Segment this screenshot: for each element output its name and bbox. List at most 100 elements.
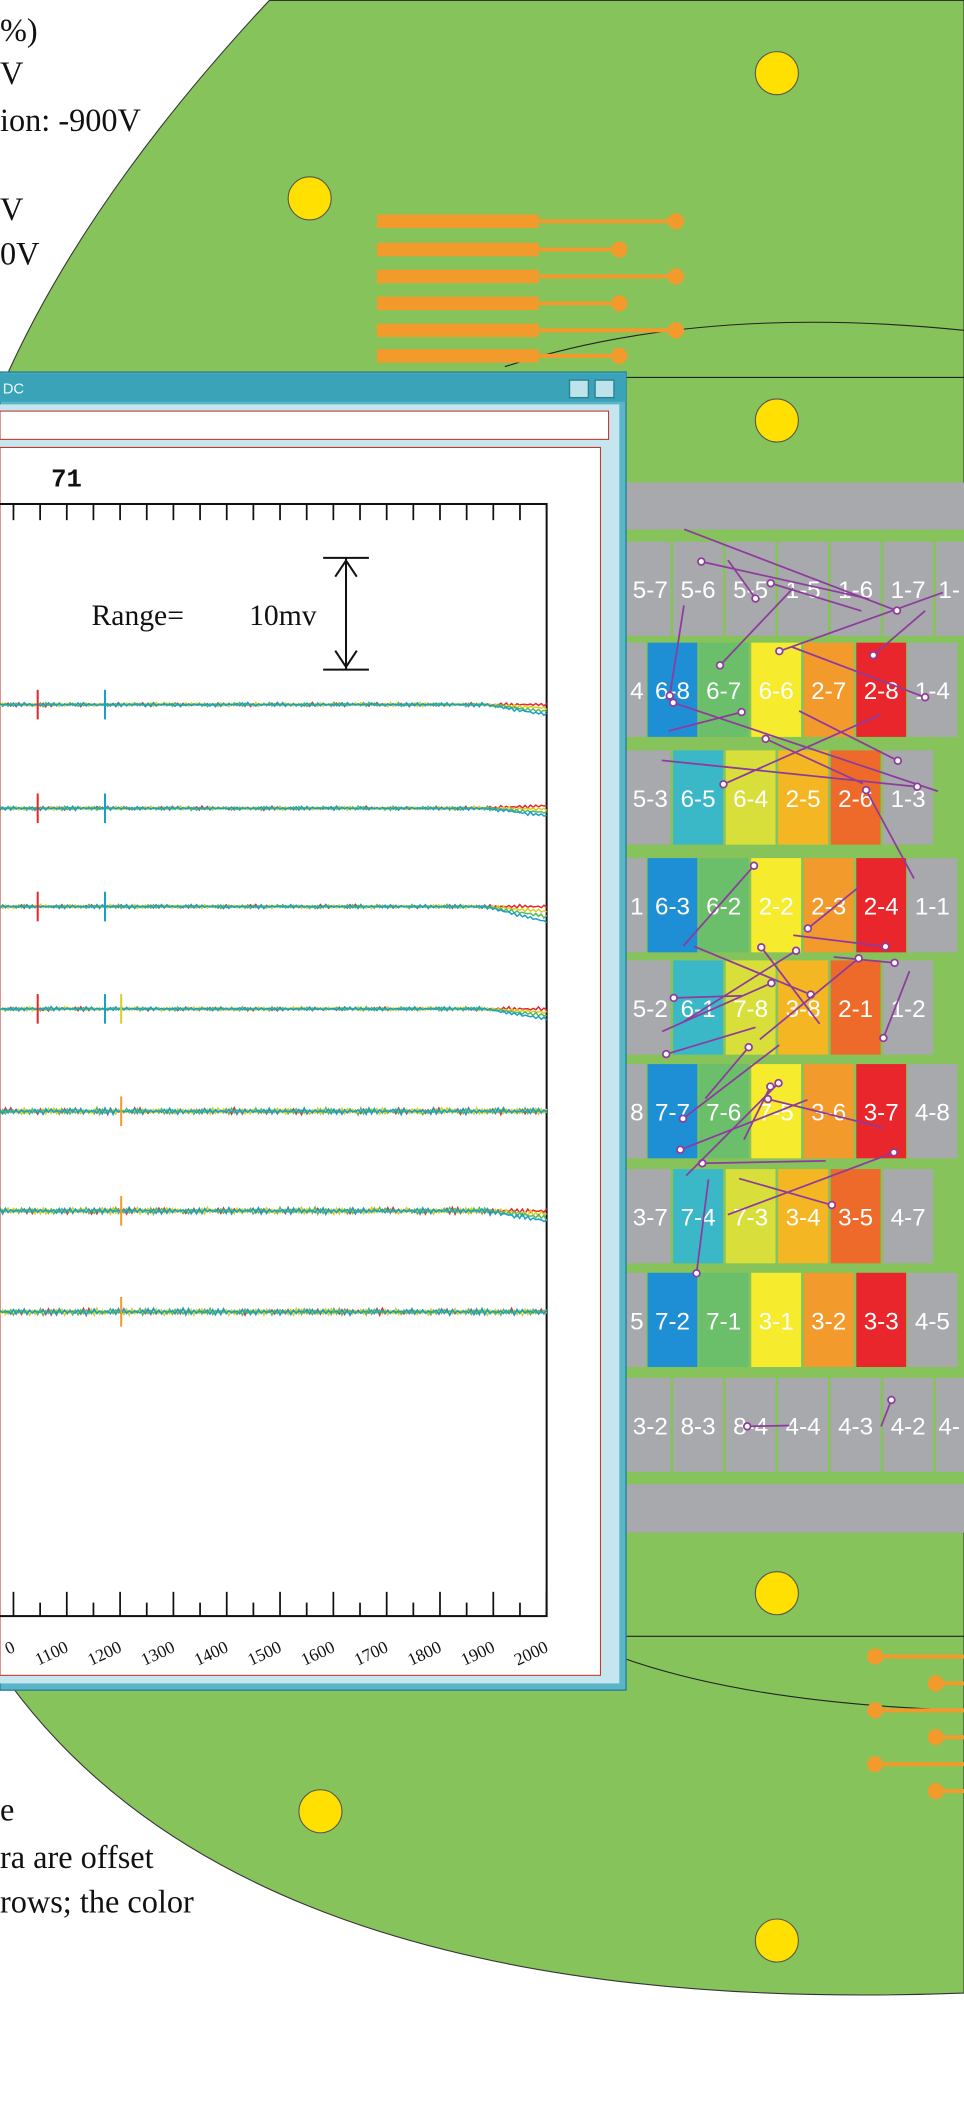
- pad-label: 2-7: [811, 678, 846, 705]
- pad: [725, 541, 776, 636]
- wire-end: [791, 946, 801, 955]
- pad: [647, 858, 698, 953]
- pad: [907, 858, 958, 953]
- pad: [647, 1272, 698, 1368]
- pad: [698, 1064, 749, 1159]
- wire: [695, 1179, 710, 1274]
- header-text: 0V: [0, 235, 39, 271]
- pad: [626, 858, 647, 953]
- pad-label: 1-: [938, 577, 960, 604]
- pad: [725, 750, 776, 845]
- waveform: [0, 903, 548, 924]
- trace: [376, 349, 539, 363]
- waveform: [0, 804, 547, 817]
- title-bar: [0, 373, 627, 402]
- pad: [778, 1169, 829, 1264]
- range-value: 10mv: [249, 600, 317, 632]
- pad-label: 5-3: [633, 786, 668, 813]
- wire: [882, 970, 911, 1039]
- wire-end: [737, 707, 746, 717]
- wire: [682, 1044, 780, 1120]
- pad: [778, 750, 829, 845]
- wire-end: [861, 785, 871, 795]
- wire-end: [742, 1422, 752, 1431]
- pad: [856, 858, 907, 953]
- wire-end: [803, 924, 813, 933]
- wire: [668, 605, 685, 696]
- wire: [770, 582, 862, 612]
- pad: [673, 1377, 723, 1473]
- waveform: [0, 1306, 548, 1317]
- wire-end: [774, 1078, 783, 1088]
- pad: [698, 1272, 749, 1368]
- pad-label: 5-6: [681, 577, 716, 604]
- trace-end: [927, 1729, 944, 1746]
- window-button[interactable]: [594, 379, 615, 399]
- pad-label: 4-4: [786, 1413, 821, 1440]
- pad: [626, 1272, 647, 1368]
- pad: [907, 1064, 958, 1159]
- pad-label: 1-1: [915, 894, 950, 921]
- pad-label: 4-: [938, 1413, 960, 1440]
- wire: [661, 982, 772, 1033]
- wire-end: [893, 756, 903, 765]
- pad: [883, 1169, 934, 1264]
- wire-end: [827, 1200, 837, 1210]
- wire: [683, 528, 898, 612]
- window-button[interactable]: [568, 379, 590, 399]
- wire-end: [869, 650, 878, 660]
- pad: [698, 858, 749, 953]
- mounting-hole: [754, 51, 799, 96]
- pad-label: 3-2: [633, 1413, 668, 1440]
- pad-label: 3-7: [864, 1100, 899, 1127]
- wire-end: [890, 958, 899, 968]
- pad-label: 3-5: [838, 1205, 873, 1232]
- pad-label: 7-7: [655, 1100, 690, 1127]
- wire: [779, 591, 944, 653]
- pad-label: 3-3: [864, 1308, 899, 1335]
- wire: [747, 1424, 790, 1428]
- wire-end: [766, 579, 775, 588]
- wire-end: [757, 943, 766, 952]
- wire: [865, 789, 915, 879]
- pad-label: 1-3: [891, 786, 926, 813]
- pad-label: 6-6: [759, 678, 794, 705]
- wire-end: [668, 698, 678, 707]
- trace: [376, 323, 539, 338]
- wire-end: [892, 606, 902, 615]
- plot-area: [0, 446, 602, 1676]
- pad: [647, 1064, 698, 1159]
- wire: [738, 1177, 833, 1206]
- pad-label: 1-2: [891, 996, 926, 1023]
- wire-end: [889, 1148, 899, 1157]
- pad: [935, 1377, 964, 1473]
- pad: [803, 642, 854, 737]
- wire: [791, 646, 926, 699]
- wire-end: [763, 1094, 773, 1104]
- wire: [798, 710, 899, 762]
- mounting-hole: [287, 176, 332, 221]
- wire: [765, 738, 864, 785]
- wire-end: [715, 661, 725, 670]
- pad-label: 7-4: [681, 1205, 716, 1232]
- pad-label: 3-4: [786, 1205, 821, 1232]
- pad: [883, 1377, 934, 1473]
- wire-end: [913, 782, 922, 792]
- wire-end: [920, 693, 930, 702]
- mounting-hole: [754, 398, 799, 443]
- wire-end: [887, 1395, 896, 1405]
- pad: [830, 1169, 881, 1264]
- pad: [626, 642, 647, 737]
- mounting-hole: [298, 1789, 343, 1834]
- trace-end: [867, 1648, 884, 1665]
- pad-label: 3-7: [633, 1205, 668, 1232]
- pad: [907, 1272, 958, 1368]
- pad-label: 4-2: [891, 1413, 926, 1440]
- pad-label: 2-4: [864, 894, 899, 921]
- wire: [760, 946, 821, 1025]
- pad-label: 6-7: [706, 678, 741, 705]
- wire: [701, 560, 870, 600]
- wire: [807, 886, 860, 930]
